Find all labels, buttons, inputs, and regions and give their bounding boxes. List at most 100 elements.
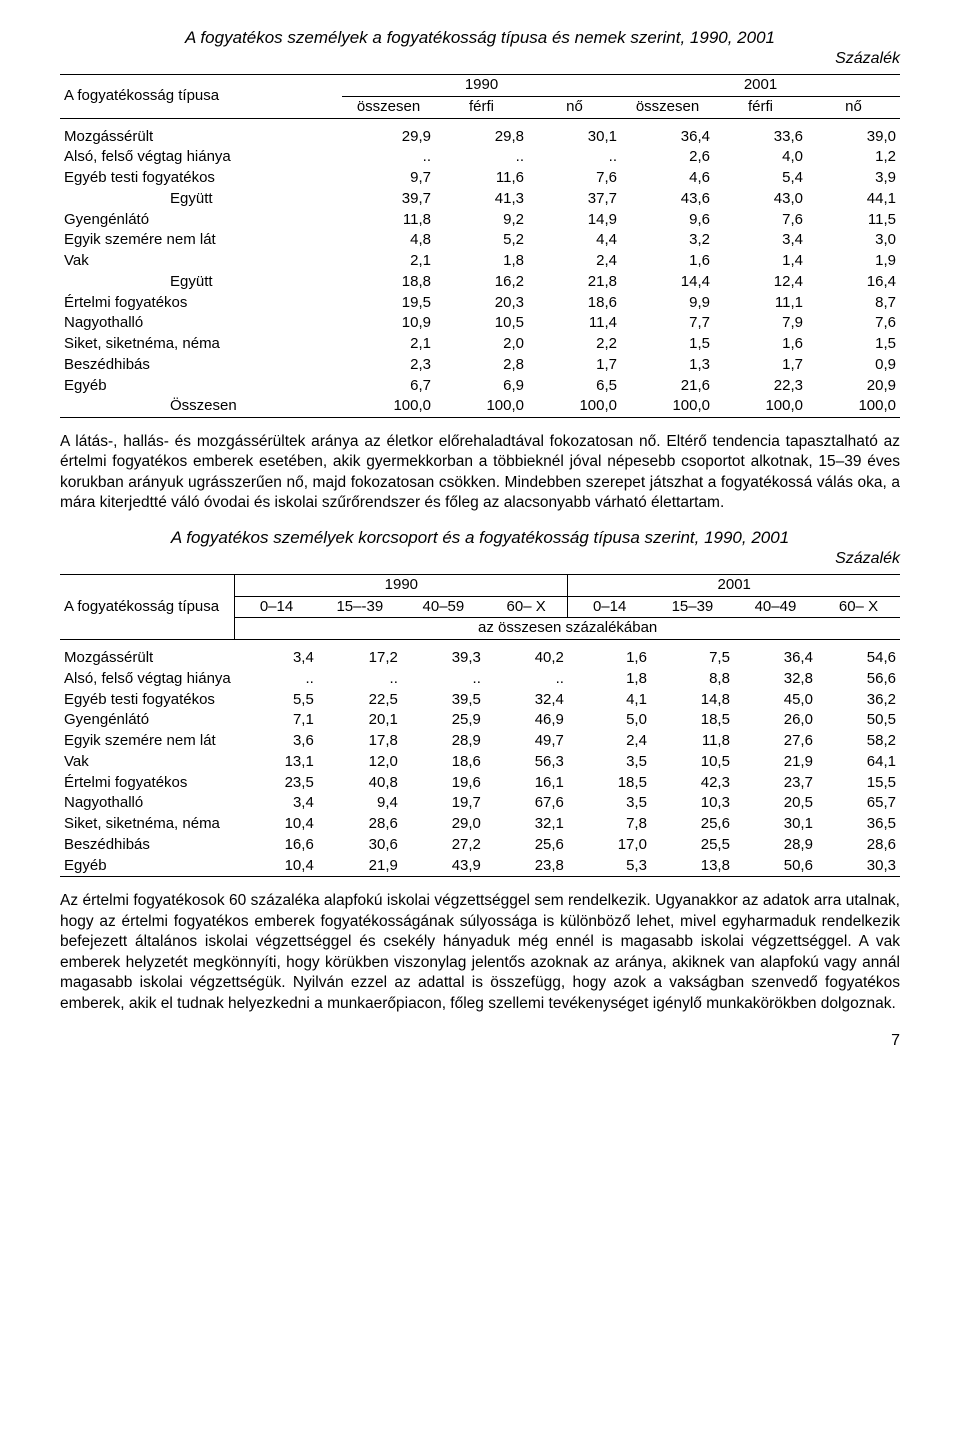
col-head: férfi bbox=[714, 96, 807, 118]
table-row: Egyik szemére nem lát4,85,24,43,23,43,0 bbox=[60, 230, 900, 251]
cell: 25,5 bbox=[651, 835, 734, 856]
cell: 6,9 bbox=[435, 376, 528, 397]
cell: 32,8 bbox=[734, 669, 817, 690]
cell: 56,3 bbox=[485, 752, 568, 773]
table-row: Nagyothalló3,49,419,767,63,510,320,565,7 bbox=[60, 793, 900, 814]
table-row: Összesen100,0100,0100,0100,0100,0100,0 bbox=[60, 396, 900, 417]
table-row: Együtt39,741,337,743,643,044,1 bbox=[60, 189, 900, 210]
cell: 16,1 bbox=[485, 773, 568, 794]
cell: 19,6 bbox=[402, 773, 485, 794]
cell: 13,8 bbox=[651, 856, 734, 877]
cell: 2,4 bbox=[568, 731, 651, 752]
row-label: Mozgássérült bbox=[60, 648, 235, 669]
cell: 10,4 bbox=[235, 856, 318, 877]
cell: 3,4 bbox=[235, 648, 318, 669]
cell: 33,6 bbox=[714, 127, 807, 148]
cell: 3,0 bbox=[807, 230, 900, 251]
cell: 17,8 bbox=[318, 731, 402, 752]
cell: 30,1 bbox=[528, 127, 621, 148]
table-row: Egyéb testi fogyatékos5,522,539,532,44,1… bbox=[60, 690, 900, 711]
table-row: Gyengénlátó11,89,214,99,67,611,5 bbox=[60, 210, 900, 231]
cell: 29,0 bbox=[402, 814, 485, 835]
cell: 11,8 bbox=[342, 210, 435, 231]
row-label: Gyengénlátó bbox=[60, 210, 342, 231]
table-row: Siket, siketnéma, néma10,428,629,032,17,… bbox=[60, 814, 900, 835]
cell: 6,5 bbox=[528, 376, 621, 397]
cell: .. bbox=[485, 669, 568, 690]
table-row: Nagyothalló10,910,511,47,77,97,6 bbox=[60, 313, 900, 334]
cell: 20,9 bbox=[807, 376, 900, 397]
table2-year-2001: 2001 bbox=[568, 574, 900, 596]
col-head: 60– X bbox=[485, 596, 568, 618]
cell: 30,3 bbox=[817, 856, 900, 877]
row-label: Nagyothalló bbox=[60, 793, 235, 814]
cell: 100,0 bbox=[342, 396, 435, 417]
cell: .. bbox=[235, 669, 318, 690]
col-head: férfi bbox=[435, 96, 528, 118]
cell: 4,4 bbox=[528, 230, 621, 251]
col-head: nő bbox=[528, 96, 621, 118]
cell: 39,7 bbox=[342, 189, 435, 210]
row-label: Siket, siketnéma, néma bbox=[60, 814, 235, 835]
row-label: Egyéb testi fogyatékos bbox=[60, 690, 235, 711]
row-label: Vak bbox=[60, 251, 342, 272]
cell: 3,2 bbox=[621, 230, 714, 251]
cell: 3,6 bbox=[235, 731, 318, 752]
table-row: Vak13,112,018,656,33,510,521,964,1 bbox=[60, 752, 900, 773]
row-label: Együtt bbox=[60, 272, 342, 293]
cell: 5,4 bbox=[714, 168, 807, 189]
cell: 25,6 bbox=[485, 835, 568, 856]
col-head: 60– X bbox=[817, 596, 900, 618]
cell: 43,6 bbox=[621, 189, 714, 210]
table2-stub: A fogyatékosság típusa bbox=[60, 574, 235, 639]
cell: 2,1 bbox=[342, 251, 435, 272]
table2-unit: Százalék bbox=[60, 550, 900, 568]
table-row: Értelmi fogyatékos23,540,819,616,118,542… bbox=[60, 773, 900, 794]
cell: 18,8 bbox=[342, 272, 435, 293]
col-head: összesen bbox=[621, 96, 714, 118]
cell: 45,0 bbox=[734, 690, 817, 711]
table1-year-1990: 1990 bbox=[342, 75, 621, 97]
paragraph-1: A látás-, hallás- és mozgássérültek arán… bbox=[60, 432, 900, 514]
cell: 9,9 bbox=[621, 293, 714, 314]
cell: 29,9 bbox=[342, 127, 435, 148]
cell: 65,7 bbox=[817, 793, 900, 814]
table-row: Alsó, felső végtag hiánya........1,88,83… bbox=[60, 669, 900, 690]
cell: 1,6 bbox=[714, 334, 807, 355]
table1-year-2001: 2001 bbox=[621, 75, 900, 97]
table-row: Együtt18,816,221,814,412,416,4 bbox=[60, 272, 900, 293]
cell: 17,0 bbox=[568, 835, 651, 856]
cell: 11,8 bbox=[651, 731, 734, 752]
cell: 11,4 bbox=[528, 313, 621, 334]
cell: 10,5 bbox=[435, 313, 528, 334]
table-row: Egyik szemére nem lát3,617,828,949,72,41… bbox=[60, 731, 900, 752]
cell: 7,1 bbox=[235, 710, 318, 731]
cell: 28,9 bbox=[402, 731, 485, 752]
cell: 40,8 bbox=[318, 773, 402, 794]
cell: 40,2 bbox=[485, 648, 568, 669]
cell: 7,6 bbox=[528, 168, 621, 189]
cell: 11,1 bbox=[714, 293, 807, 314]
cell: 54,6 bbox=[817, 648, 900, 669]
cell: 44,1 bbox=[807, 189, 900, 210]
cell: 9,2 bbox=[435, 210, 528, 231]
cell: 3,9 bbox=[807, 168, 900, 189]
cell: 23,7 bbox=[734, 773, 817, 794]
cell: 1,5 bbox=[807, 334, 900, 355]
cell: 9,7 bbox=[342, 168, 435, 189]
row-label: Egyik szemére nem lát bbox=[60, 230, 342, 251]
table-row: Egyéb testi fogyatékos9,711,67,64,65,43,… bbox=[60, 168, 900, 189]
cell: 30,1 bbox=[734, 814, 817, 835]
paragraph-2: Az értelmi fogyatékosok 60 százaléka ala… bbox=[60, 891, 900, 1014]
cell: 1,4 bbox=[714, 251, 807, 272]
table1: A fogyatékosság típusa 1990 2001 összese… bbox=[60, 74, 900, 418]
cell: 100,0 bbox=[528, 396, 621, 417]
cell: 21,8 bbox=[528, 272, 621, 293]
table-row: Alsó, felső végtag hiánya......2,64,01,2 bbox=[60, 147, 900, 168]
table1-title: A fogyatékos személyek a fogyatékosság t… bbox=[60, 28, 900, 48]
cell: 1,8 bbox=[435, 251, 528, 272]
row-label: Egyéb testi fogyatékos bbox=[60, 168, 342, 189]
cell: 5,3 bbox=[568, 856, 651, 877]
cell: 2,3 bbox=[342, 355, 435, 376]
cell: 100,0 bbox=[621, 396, 714, 417]
